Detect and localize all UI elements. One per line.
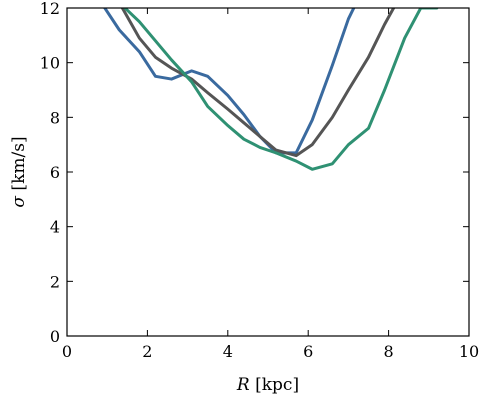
x-tick-label-0: 0: [62, 342, 72, 361]
series-line-3: [122, 8, 439, 171]
ticks-layer: 0 2 4 6 8 10 0 2 4 6 8 10 12: [40, 0, 480, 361]
x-axis-label: R [kpc]: [236, 375, 299, 395]
y-axis-label: σ [km/s]: [9, 136, 29, 207]
y-axis-label-unit: [km/s]: [9, 136, 29, 190]
x-tick-label-10: 10: [459, 342, 479, 361]
y-axis-label-var: σ: [9, 196, 29, 208]
series-line-2: [120, 8, 396, 158]
plot-frame: [66, 7, 470, 337]
y-tick-label-6: 6: [50, 163, 60, 182]
y-tick-label-4: 4: [50, 218, 60, 237]
x-tick-label-4: 4: [223, 342, 233, 361]
series-layer: [102, 8, 439, 171]
y-tick-label-8: 8: [50, 108, 60, 127]
y-tick-label-0: 0: [50, 327, 60, 346]
y-tick-label-12: 12: [40, 0, 60, 18]
y-tick-label-2: 2: [50, 272, 60, 291]
x-tick-label-6: 6: [303, 342, 313, 361]
x-axis-label-var: R: [236, 375, 250, 395]
series-line-1: [102, 8, 356, 155]
x-tick-label-8: 8: [384, 342, 394, 361]
x-axis-label-unit: [kpc]: [255, 375, 299, 395]
y-tick-label-10: 10: [40, 54, 60, 73]
x-tick-label-2: 2: [142, 342, 152, 361]
